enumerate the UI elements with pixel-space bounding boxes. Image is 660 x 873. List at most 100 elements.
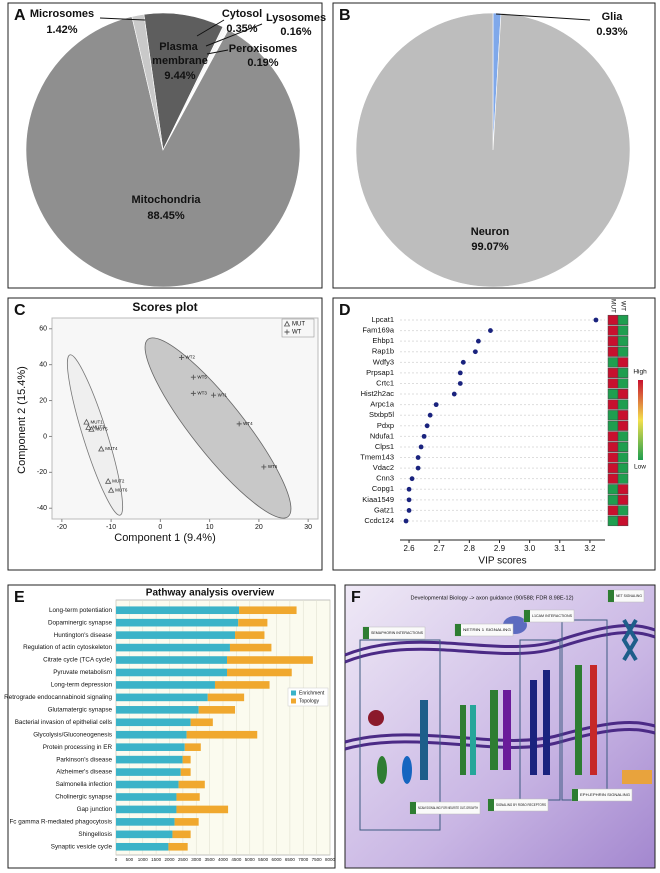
x-tick-label: 7000 xyxy=(298,857,309,862)
heat-cell xyxy=(617,346,629,357)
dot xyxy=(433,402,439,408)
category-label: Gatz1 xyxy=(374,505,394,514)
category-label: Tmem143 xyxy=(360,453,394,462)
bar-segment xyxy=(116,793,177,801)
bar-segment xyxy=(227,668,292,677)
x-tick-label: 3000 xyxy=(191,857,202,862)
point-label: MUT3 xyxy=(92,425,105,430)
dot xyxy=(415,465,421,471)
dot xyxy=(406,486,412,492)
x-tick-label: 7500 xyxy=(312,857,323,862)
category-label: Glutamatergic synapse xyxy=(48,706,113,713)
category-label: Arpc1a xyxy=(370,400,395,409)
heat-cell xyxy=(617,452,629,463)
heat-cell xyxy=(607,505,619,516)
x-tick-label: 1500 xyxy=(151,857,162,862)
point-label: WT3 xyxy=(197,391,207,396)
pie-slice xyxy=(131,14,164,151)
panel-letter: B xyxy=(339,7,351,24)
category-label: Vdac2 xyxy=(373,463,394,472)
x-tick-label: 4500 xyxy=(231,857,242,862)
category-label: Fc gamma R-mediated phagocytosis xyxy=(9,819,112,826)
bar-segment xyxy=(116,730,187,739)
legend-box xyxy=(287,687,329,707)
legend-marker xyxy=(283,320,291,327)
category-label: Glycolysis/Gluconeogenesis xyxy=(33,731,112,738)
category-label: Crtc1 xyxy=(376,378,394,387)
heat-column-label: MUT xyxy=(609,299,616,313)
category-label: Ehbp1 xyxy=(372,336,394,345)
heat-cell xyxy=(617,357,629,368)
pie-slice xyxy=(355,12,631,288)
bar-segment xyxy=(116,755,183,764)
heat-cell xyxy=(607,473,619,484)
leader-line xyxy=(205,23,263,47)
heat-cell xyxy=(617,515,629,527)
heat-cell xyxy=(617,389,629,400)
bar-segment xyxy=(116,681,215,689)
diagram-label: SIGNALING BY ROBO RECEPTORS xyxy=(496,803,547,807)
panel-letter: F xyxy=(351,589,361,606)
bar-segment xyxy=(116,631,236,639)
bar-segment xyxy=(116,842,169,851)
slice-label: Microsomes xyxy=(30,8,94,20)
heat-cell xyxy=(607,441,619,452)
panel-letter: A xyxy=(14,7,26,24)
heat-cell xyxy=(617,399,629,410)
x-tick-label: 6500 xyxy=(285,857,296,862)
category-label: Pdxp xyxy=(377,421,394,430)
slice-value-label: 0.16% xyxy=(280,26,311,38)
bar-segment xyxy=(168,842,188,851)
bar-segment xyxy=(238,618,268,627)
x-tick-label: -20 xyxy=(57,524,67,531)
x-tick-label: 2000 xyxy=(164,857,175,862)
slice-label: Mitochondria xyxy=(131,194,201,206)
color-scale xyxy=(638,380,643,460)
leader-line xyxy=(196,19,225,37)
slice-value-label: 0.93% xyxy=(596,26,627,38)
category-label: Fam169a xyxy=(362,326,395,335)
category-label: Dopaminergic synapse xyxy=(48,619,113,626)
category-label: Lpcat1 xyxy=(371,315,394,324)
x-tick-label: 2.8 xyxy=(464,544,476,553)
category-label: Long-term potentiation xyxy=(49,607,113,614)
category-label: Gap junction xyxy=(77,806,113,813)
x-tick-label: 8000 xyxy=(325,857,336,862)
legend-swatch xyxy=(291,690,296,696)
bar-segment xyxy=(178,780,205,789)
category-label: Parkinson's disease xyxy=(56,756,112,763)
heat-cell xyxy=(617,336,629,347)
dot xyxy=(488,328,493,333)
point xyxy=(236,421,242,427)
category-label: Ccdc124 xyxy=(364,516,394,525)
bar-segment xyxy=(229,643,272,652)
heat-cell xyxy=(617,378,629,389)
point xyxy=(88,425,95,432)
x-tick-label: 500 xyxy=(126,857,134,862)
point xyxy=(179,354,185,360)
bar-segment xyxy=(116,606,240,615)
x-tick-label: 3.1 xyxy=(554,544,566,553)
heat-cell xyxy=(617,505,629,516)
dot xyxy=(418,444,424,450)
x-axis-label: Component 1 (9.4%) xyxy=(114,532,216,544)
category-label: Clps1 xyxy=(375,442,394,451)
x-tick-label: 3.2 xyxy=(584,544,596,553)
bar-segment xyxy=(174,818,199,826)
x-tick-label: 2.7 xyxy=(434,544,446,553)
dot xyxy=(472,349,478,355)
heat-cell xyxy=(617,431,629,442)
chart-title: Scores plot xyxy=(132,300,197,314)
heat-cell xyxy=(617,463,629,474)
slice-value-label: 88.45% xyxy=(147,210,185,222)
heat-cell xyxy=(607,389,619,400)
point-label: WT1 xyxy=(218,392,228,397)
slice-label: Neuron xyxy=(471,226,510,238)
heat-cell xyxy=(617,410,629,421)
bar-segment xyxy=(116,643,230,652)
x-tick-label: -10 xyxy=(106,524,116,531)
category-label: Cnn3 xyxy=(376,474,394,483)
heat-cell xyxy=(607,420,619,431)
diagram-label: NCAM SIGNALING FOR NEURITE OUT-GROWTH xyxy=(418,806,478,810)
